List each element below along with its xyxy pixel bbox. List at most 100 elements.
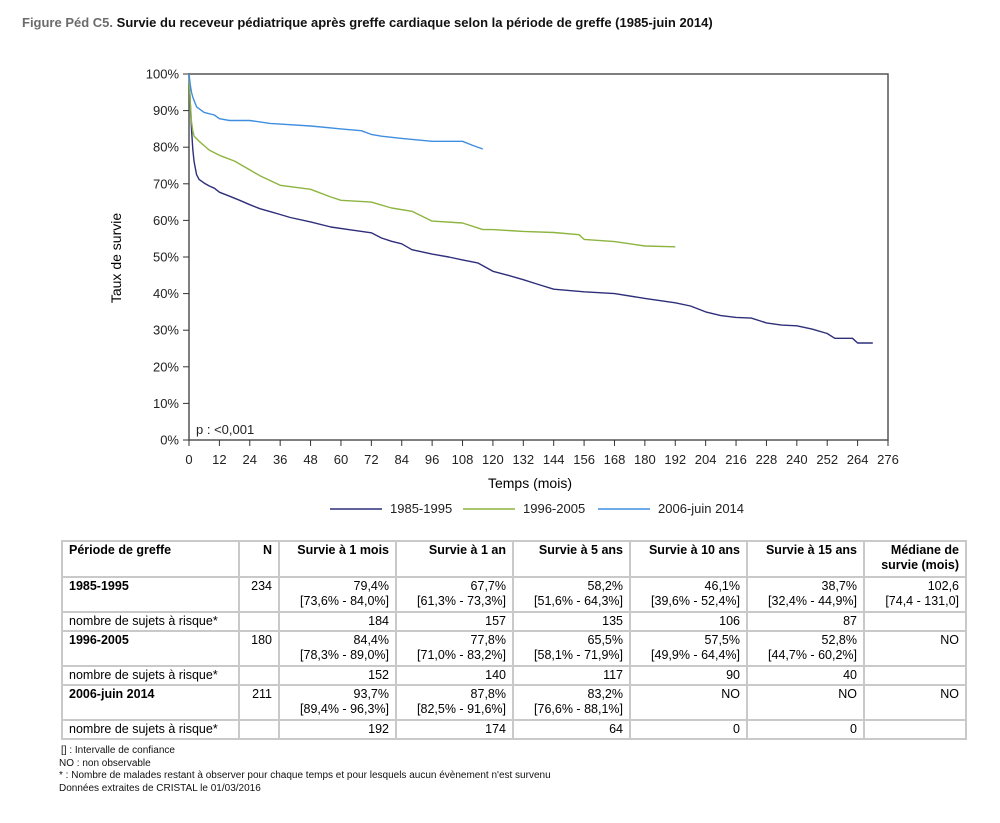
survival-cell: 65,5% [58,1% - 71,9%] xyxy=(512,630,631,667)
survival-cell: 93,7% [89,4% - 96,3%] xyxy=(278,684,397,721)
y-tick-label: 80% xyxy=(153,140,179,155)
at-risk-count: 87 xyxy=(746,611,865,632)
survival-cell: 52,8% [44,7% - 60,2%] xyxy=(746,630,865,667)
survival-cell: 79,4% [73,6% - 84,0%] xyxy=(278,576,397,613)
survival-cell: 67,7% [61,3% - 73,3%] xyxy=(395,576,514,613)
table-header-row: Période de greffe N Survie à 1 mois Surv… xyxy=(61,540,967,578)
at-risk-count: 174 xyxy=(395,719,514,740)
survival-value: 87,8% xyxy=(470,687,506,701)
header-survival-1-month: Survie à 1 mois xyxy=(278,540,397,578)
y-tick-label: 100% xyxy=(146,67,180,82)
legend-label: 1996-2005 xyxy=(523,501,585,516)
survival-cell: NO xyxy=(629,684,748,721)
x-tick-label: 192 xyxy=(664,452,686,467)
footnote-no: NO : non observable xyxy=(59,757,151,769)
confidence-interval: [73,6% - 84,0%] xyxy=(300,594,389,608)
x-tick-label: 144 xyxy=(543,452,565,467)
survival-value: 57,5% xyxy=(704,633,740,647)
footnote-ci: [] : Intervalle de confiance xyxy=(61,745,175,756)
x-tick-label: 84 xyxy=(395,452,409,467)
survival-cell: 57,5% [49,9% - 64,4%] xyxy=(629,630,748,667)
x-tick-label: 24 xyxy=(243,452,257,467)
at-risk-count: 40 xyxy=(746,665,865,686)
survival-value: 65,5% xyxy=(587,633,623,647)
survival-value: 77,8% xyxy=(470,633,506,647)
n-cell: 211 xyxy=(238,684,280,721)
survival-value: NO xyxy=(838,687,857,701)
survival-value: 58,2% xyxy=(587,579,623,593)
survival-value: 79,4% xyxy=(353,579,389,593)
y-tick-label: 50% xyxy=(153,250,179,265)
n-cell: 234 xyxy=(238,576,280,613)
x-tick-label: 216 xyxy=(725,452,747,467)
survival-cell: 84,4% [78,3% - 89,0%] xyxy=(278,630,397,667)
at-risk-count: 64 xyxy=(512,719,631,740)
survival-cell: NO xyxy=(746,684,865,721)
survival-cell: 83,2% [76,6% - 88,1%] xyxy=(512,684,631,721)
y-tick-label: 30% xyxy=(153,323,179,338)
at-risk-count: 192 xyxy=(278,719,397,740)
at-risk-count: 152 xyxy=(278,665,397,686)
x-tick-label: 12 xyxy=(212,452,226,467)
confidence-interval: [89,4% - 96,3%] xyxy=(300,702,389,716)
empty-cell xyxy=(238,719,280,740)
at-risk-count: 0 xyxy=(629,719,748,740)
period-cell: 1996-2005 xyxy=(61,630,240,667)
at-risk-count: 0 xyxy=(746,719,865,740)
y-tick-label: 90% xyxy=(153,103,179,118)
survival-cell: NO xyxy=(863,630,967,667)
at-risk-label: nombre de sujets à risque* xyxy=(61,665,240,686)
x-tick-label: 36 xyxy=(273,452,287,467)
legend-label: 1985-1995 xyxy=(390,501,452,516)
series-line-1 xyxy=(188,73,873,344)
x-tick-label: 240 xyxy=(786,452,808,467)
header-survival-5-years: Survie à 5 ans xyxy=(512,540,631,578)
at-risk-count: 184 xyxy=(278,611,397,632)
at-risk-count: 135 xyxy=(512,611,631,632)
confidence-interval: [78,3% - 89,0%] xyxy=(300,648,389,662)
at-risk-count: 157 xyxy=(395,611,514,632)
survival-cell: 102,6 [74,4 - 131,0] xyxy=(863,576,967,613)
at-risk-count xyxy=(863,719,967,740)
survival-value: 93,7% xyxy=(353,687,389,701)
n-cell: 180 xyxy=(238,630,280,667)
confidence-interval: [44,7% - 60,2%] xyxy=(768,648,857,662)
period-cell: 2006-juin 2014 xyxy=(61,684,240,721)
plot-area-frame xyxy=(188,73,889,441)
at-risk-label: nombre de sujets à risque* xyxy=(61,611,240,632)
footnotes: [] : Intervalle de confiance NO : non ob… xyxy=(59,745,551,795)
x-tick-label: 168 xyxy=(604,452,626,467)
x-tick-label: 180 xyxy=(634,452,656,467)
x-tick-label: 120 xyxy=(482,452,504,467)
survival-value: 83,2% xyxy=(587,687,623,701)
header-survival-1-year: Survie à 1 an xyxy=(395,540,514,578)
figure-label: Figure Péd C5. xyxy=(22,15,114,30)
confidence-interval: [58,1% - 71,9%] xyxy=(534,648,623,662)
confidence-interval: [49,9% - 64,4%] xyxy=(651,648,740,662)
y-tick-label: 0% xyxy=(160,433,179,448)
x-tick-label: 72 xyxy=(364,452,378,467)
empty-cell xyxy=(238,665,280,686)
period-cell: 1985-1995 xyxy=(61,576,240,613)
confidence-interval: [51,6% - 64,3%] xyxy=(534,594,623,608)
survival-value: 46,1% xyxy=(704,579,740,593)
header-median-survival: Médiane de survie (mois) xyxy=(863,540,967,578)
confidence-interval: [76,6% - 88,1%] xyxy=(534,702,623,716)
at-risk-label: nombre de sujets à risque* xyxy=(61,719,240,740)
figure-title-text: Survie du receveur pédiatrique après gre… xyxy=(116,15,713,30)
survival-value: 102,6 xyxy=(927,579,959,593)
survival-value: NO xyxy=(940,687,959,701)
x-tick-label: 264 xyxy=(847,452,869,467)
survival-value: NO xyxy=(940,633,959,647)
footnote-source: Données extraites de CRISTAL le 01/03/20… xyxy=(59,782,261,794)
table-row-at-risk: nombre de sujets à risque* 184 157 135 106 87 xyxy=(61,611,967,632)
figure-title: Figure Péd C5. Survie du receveur pédiat… xyxy=(22,15,713,30)
x-tick-label: 156 xyxy=(573,452,595,467)
survival-value: 38,7% xyxy=(821,579,857,593)
x-tick-label: 108 xyxy=(452,452,474,467)
survival-cell: 58,2% [51,6% - 64,3%] xyxy=(512,576,631,613)
table-row-group: 2006-juin 2014 211 93,7% [89,4% - 96,3%] 87,… xyxy=(61,684,967,721)
p-value-annotation: p : <0,001 xyxy=(196,422,254,437)
y-tick-label: 20% xyxy=(153,359,179,374)
header-survival-15-years: Survie à 15 ans xyxy=(746,540,865,578)
